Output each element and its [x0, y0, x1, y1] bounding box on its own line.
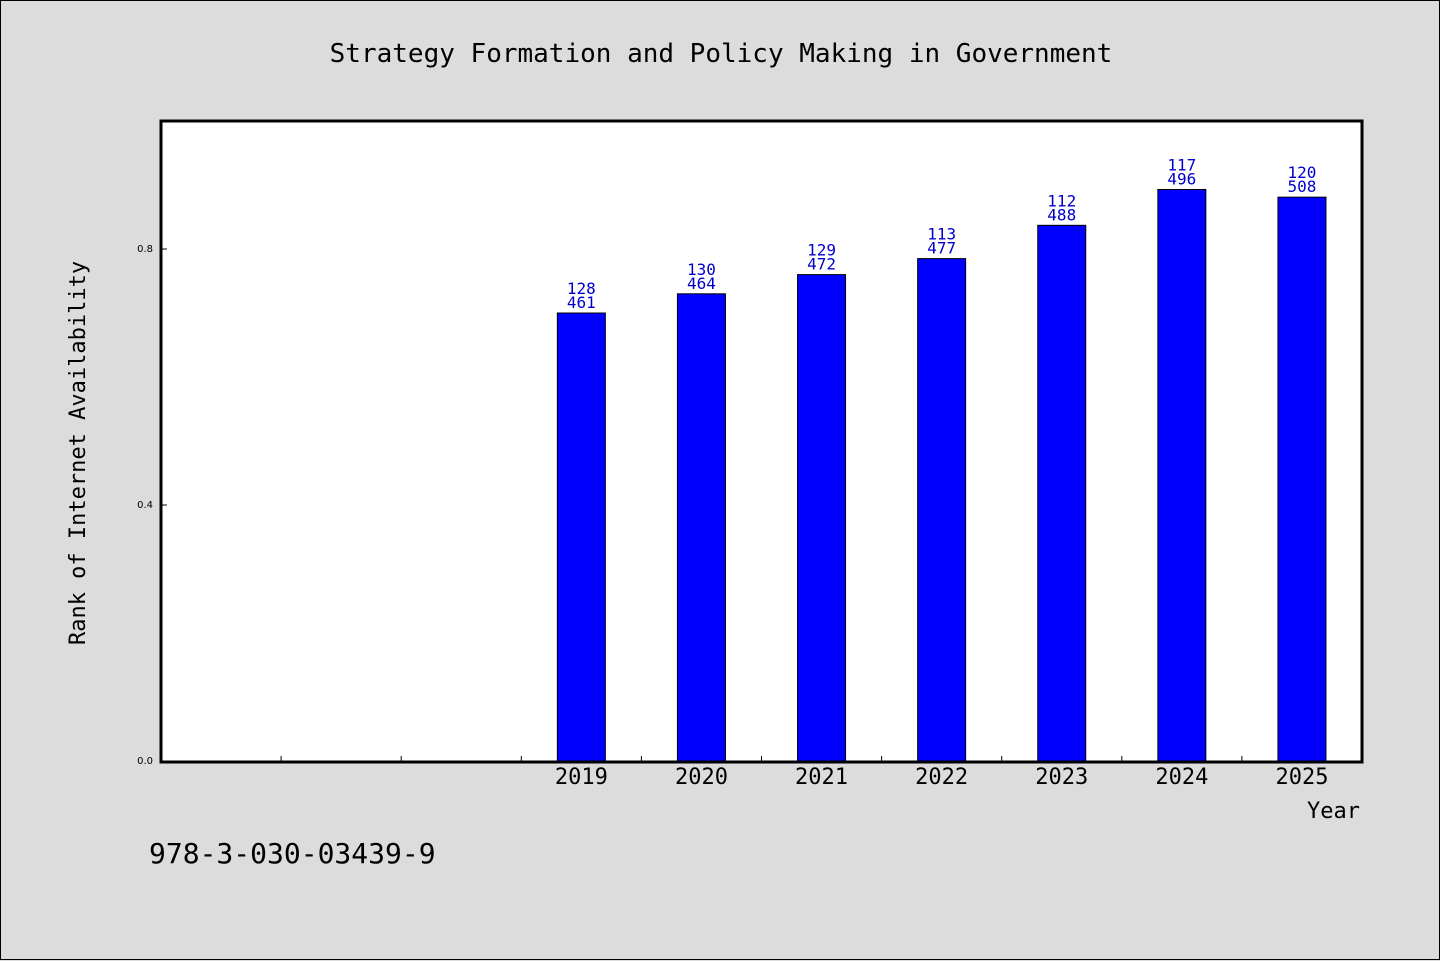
bar [1277, 196, 1327, 762]
x-tick-label: 2021 [795, 765, 848, 790]
bar-data-label: 130 [687, 260, 716, 279]
x-tick-label: 2020 [675, 765, 728, 790]
bar-data-label: 488 [1047, 205, 1076, 224]
y-axis-label: Rank of Internet Availability [66, 261, 91, 645]
bar-data-label: 113 [927, 225, 956, 244]
x-axis-label: Year [1307, 799, 1360, 824]
chart-title: Strategy Formation and Policy Making in … [330, 39, 1113, 69]
bar-data-label: 128 [567, 279, 596, 298]
x-tick-label: 2023 [1035, 765, 1088, 790]
bar [797, 274, 847, 762]
x-tick-label: 2024 [1155, 765, 1208, 790]
bar [1037, 224, 1087, 762]
bar-data-label: 508 [1287, 177, 1316, 196]
bar [676, 293, 726, 762]
bar [917, 258, 967, 762]
bar-data-label: 129 [807, 241, 836, 260]
bar-data-label: 477 [927, 239, 956, 258]
bar-data-label: 461 [567, 293, 596, 312]
y-tick-label: 0.4 [137, 500, 153, 511]
bar-data-label: 472 [807, 255, 836, 274]
bar-data-label: 112 [1047, 191, 1076, 210]
plot-frame [159, 119, 1364, 764]
bar-data-label: 496 [1167, 169, 1196, 188]
bar-data-label: 120 [1287, 163, 1316, 182]
y-tick-label: 0.0 [137, 756, 153, 767]
x-tick-label: 2025 [1275, 765, 1328, 790]
x-tick-label: 2022 [915, 765, 968, 790]
x-tick-label: 2019 [555, 765, 608, 790]
ticks-layer: 0.0 0.4 0.8 2019 2020 2021 2022 2023 2024 2025 [137, 244, 1328, 790]
bar-data-label: 117 [1167, 155, 1196, 174]
bar [556, 312, 606, 762]
isbn-label: 978-3-030-03439-9 [149, 837, 436, 870]
y-tick-label: 0.8 [137, 244, 153, 255]
bar-data-label: 464 [687, 274, 716, 293]
bar [1157, 188, 1207, 762]
